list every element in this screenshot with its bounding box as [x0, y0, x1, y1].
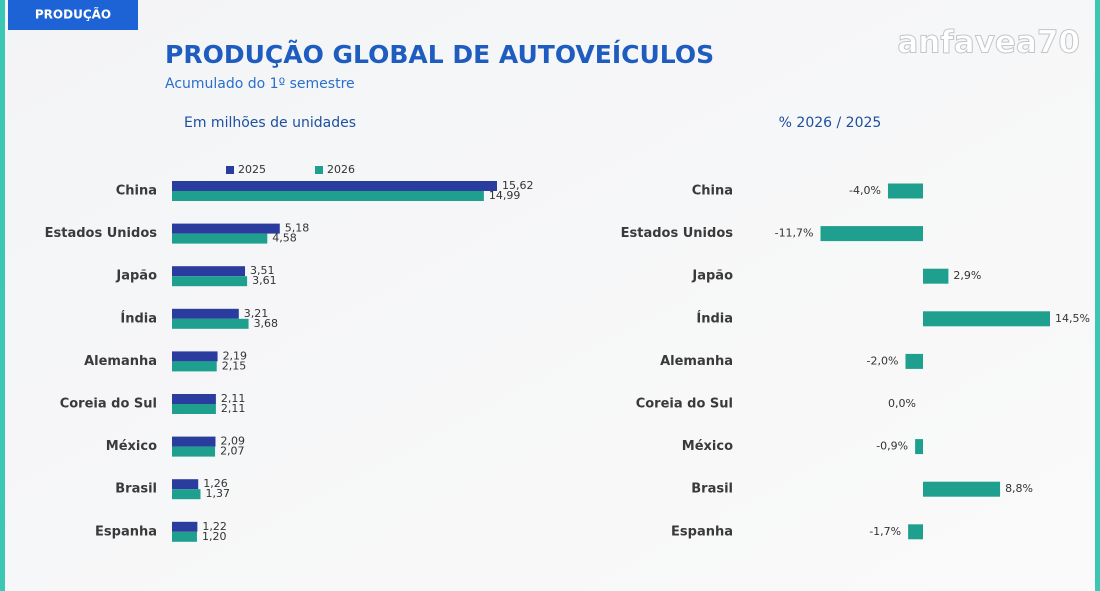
value-label: 4,58: [272, 232, 297, 245]
category-label: Alemanha: [660, 354, 733, 369]
value-label: -1,7%: [869, 525, 901, 538]
value-label: -4,0%: [849, 184, 881, 197]
value-label: 1,26: [203, 477, 228, 490]
value-label: 2,09: [220, 435, 245, 448]
edge-stripe: [0, 0, 5, 591]
category-label: Índia: [696, 310, 733, 326]
value-label: 2,11: [221, 402, 246, 415]
value-label: 3,21: [244, 307, 269, 320]
category-label: México: [682, 439, 733, 454]
subtitle: Acumulado do 1º semestre: [165, 76, 355, 92]
bar: [908, 524, 923, 540]
value-label: 14,5%: [1055, 312, 1090, 325]
legend-label: 2025: [238, 163, 266, 176]
section-tag-box: [8, 0, 138, 30]
category-label: Estados Unidos: [45, 226, 158, 241]
value-label: -2,0%: [867, 354, 899, 367]
value-label: 1,22: [202, 520, 227, 533]
chart-title: Em milhões de unidades: [184, 115, 356, 131]
bar: [172, 266, 246, 277]
chart-title: % 2026 / 2025: [779, 115, 882, 131]
category-label: Brasil: [115, 482, 157, 497]
category-label: Índia: [120, 310, 157, 326]
value-label: -11,7%: [775, 227, 814, 240]
bar: [172, 223, 280, 234]
bar: [923, 311, 1050, 327]
category-label: Espanha: [671, 524, 733, 539]
category-label: México: [106, 439, 157, 454]
category-label: Coreia do Sul: [60, 397, 157, 412]
value-label: 2,11: [221, 392, 246, 405]
bar: [905, 353, 923, 369]
value-label: 2,15: [222, 359, 247, 372]
title: PRODUÇÃO GLOBAL DE AUTOVEÍCULOS: [165, 40, 714, 69]
bar: [172, 361, 217, 372]
bar: [172, 489, 201, 500]
section-tag: PRODUÇÃO: [35, 7, 111, 22]
bar: [172, 446, 216, 457]
value-label: 1,20: [202, 530, 227, 543]
bar: [887, 183, 923, 199]
bar: [172, 404, 216, 414]
bar: [915, 439, 923, 455]
bar: [172, 436, 216, 447]
value-label: 3,61: [252, 274, 277, 287]
bar: [923, 268, 949, 284]
category-label: China: [116, 184, 157, 199]
legend-swatch: [315, 166, 323, 174]
bar: [172, 351, 218, 362]
category-label: Japão: [691, 269, 733, 284]
value-label: 2,07: [220, 445, 245, 458]
value-label: 15,62: [502, 179, 534, 192]
category-label: Coreia do Sul: [636, 397, 733, 412]
bar: [172, 521, 198, 532]
legend-label: 2026: [327, 163, 355, 176]
bar: [172, 318, 249, 329]
value-label: 8,8%: [1005, 482, 1033, 495]
category-label: Brasil: [691, 482, 733, 497]
bar: [820, 226, 923, 242]
value-label: 3,68: [254, 317, 278, 330]
value-label: 2,19: [223, 349, 248, 362]
bar: [172, 233, 268, 244]
value-label: -0,9%: [876, 440, 908, 453]
legend-swatch: [226, 166, 234, 174]
bar: [172, 531, 197, 542]
value-label: 2,9%: [953, 269, 981, 282]
value-label: 5,18: [285, 222, 310, 235]
value-label: 3,51: [250, 264, 275, 277]
category-label: Japão: [115, 269, 157, 284]
category-label: China: [692, 184, 733, 199]
bar: [172, 308, 239, 319]
bar: [172, 181, 497, 191]
bar: [923, 481, 1001, 497]
value-label: 1,37: [206, 487, 231, 500]
bar: [172, 276, 248, 287]
bar: [172, 394, 216, 404]
bar: [172, 479, 199, 490]
category-label: Estados Unidos: [621, 226, 734, 241]
value-label: 14,99: [489, 189, 521, 202]
edge-stripe: [1095, 0, 1100, 591]
category-label: Espanha: [95, 524, 157, 539]
category-label: Alemanha: [84, 354, 157, 369]
logo: anfavea70: [897, 25, 1080, 61]
value-label: 0,0%: [888, 397, 916, 410]
bar: [172, 191, 484, 201]
